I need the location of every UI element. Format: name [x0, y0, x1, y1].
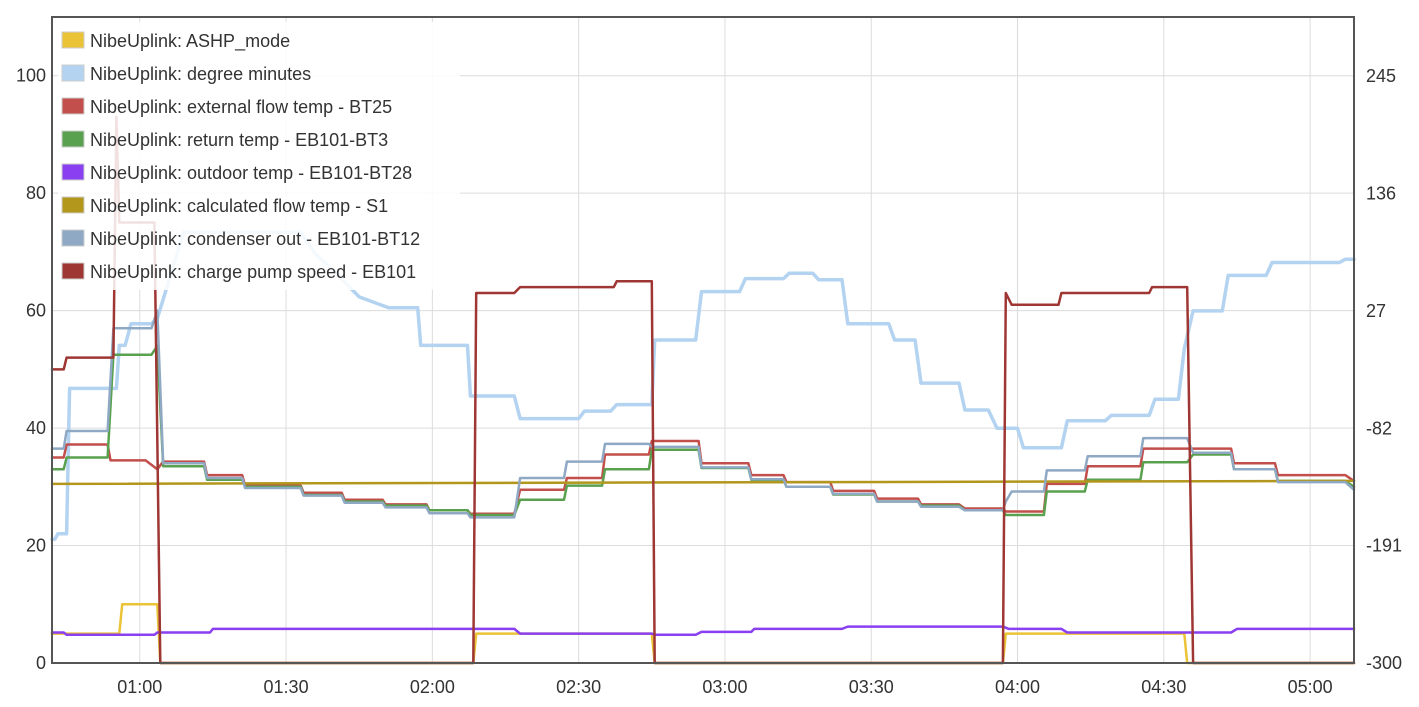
legend-swatch — [61, 196, 85, 214]
x-tick-label: 04:00 — [995, 677, 1040, 697]
y-right-tick-label: 27 — [1366, 301, 1386, 321]
legend-item-1[interactable]: NibeUplink: degree minutes — [61, 64, 311, 84]
legend-label: NibeUplink: outdoor temp - EB101-BT28 — [90, 163, 412, 183]
legend-label: NibeUplink: condenser out - EB101-BT12 — [90, 229, 420, 249]
legend-item-5[interactable]: NibeUplink: calculated flow temp - S1 — [61, 196, 388, 216]
y-right-tick-label: 136 — [1366, 184, 1396, 204]
y-left-tick-label: 0 — [36, 653, 46, 673]
y-right-tick-label: -300 — [1366, 653, 1402, 673]
legend-item-7[interactable]: NibeUplink: charge pump speed - EB101 — [61, 262, 416, 282]
legend-label: NibeUplink: charge pump speed - EB101 — [90, 262, 416, 282]
plot-frame — [51, 16, 1355, 664]
legend-item-3[interactable]: NibeUplink: return temp - EB101-BT3 — [61, 130, 388, 150]
legend-swatch — [61, 130, 85, 148]
series-lines — [50, 115, 1356, 665]
legend-label: NibeUplink: ASHP_mode — [90, 31, 290, 52]
y-left-tick-label: 100 — [16, 66, 46, 86]
legend-swatch — [61, 229, 85, 247]
x-tick-label: 01:00 — [117, 677, 162, 697]
x-tick-label: 02:30 — [556, 677, 601, 697]
series-line-3 — [50, 344, 1356, 517]
legend-swatch — [61, 97, 85, 115]
series-line-4 — [50, 625, 1356, 637]
legend-item-0[interactable]: NibeUplink: ASHP_mode — [61, 31, 290, 52]
x-tick-label: 01:30 — [264, 677, 309, 697]
series-line-5 — [50, 479, 1356, 486]
x-tick-label: 02:00 — [410, 677, 455, 697]
legend-swatch — [61, 262, 85, 280]
legend-swatch — [61, 163, 85, 181]
y-left-tick-label: 80 — [26, 183, 46, 203]
legend-label: NibeUplink: return temp - EB101-BT3 — [90, 130, 388, 150]
legend-background — [58, 22, 460, 290]
y-left-tick-label: 40 — [26, 418, 46, 438]
x-tick-label: 03:00 — [702, 677, 747, 697]
legend-label: NibeUplink: external flow temp - BT25 — [90, 97, 392, 117]
series-line-2 — [50, 439, 1356, 516]
legend-swatch — [61, 31, 85, 49]
legend-item-6[interactable]: NibeUplink: condenser out - EB101-BT12 — [61, 229, 420, 249]
x-tick-label: 05:00 — [1288, 677, 1333, 697]
legend-item-2[interactable]: NibeUplink: external flow temp - BT25 — [61, 97, 392, 117]
legend[interactable]: NibeUplink: ASHP_mode NibeUplink: degree … — [58, 22, 460, 290]
legend-swatch — [61, 64, 85, 82]
x-tick-label: 04:30 — [1141, 677, 1186, 697]
series-line-6 — [50, 309, 1356, 519]
legend-item-4[interactable]: NibeUplink: outdoor temp - EB101-BT28 — [61, 163, 412, 183]
y-right-tick-label: -82 — [1366, 418, 1392, 438]
axes: 0 20 40 60 80 100 -300 -191 -82 27 136 245 01:00 01:3… — [16, 66, 1402, 697]
y-right-tick-label: 245 — [1366, 66, 1396, 86]
y-right-tick-label: -191 — [1366, 536, 1402, 556]
y-left-tick-label: 60 — [26, 301, 46, 321]
legend-label: NibeUplink: calculated flow temp - S1 — [90, 196, 388, 216]
legend-label: NibeUplink: degree minutes — [90, 64, 311, 84]
y-left-tick-label: 20 — [26, 536, 46, 556]
x-tick-label: 03:30 — [849, 677, 894, 697]
